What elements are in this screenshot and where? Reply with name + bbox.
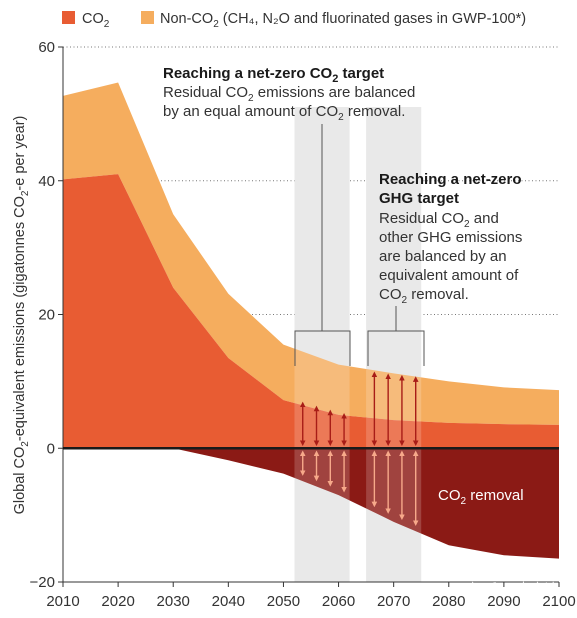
annotation-net-zero-ghg: Reaching a net-zero GHG target Residual …: [379, 171, 522, 306]
x-tick-label-0: 2010: [46, 593, 79, 610]
y-tick-label-0: 60: [38, 39, 55, 56]
annotation-net-zero-ghg-line-3: are balanced by an: [379, 248, 507, 265]
legend-swatch-co2: [62, 11, 75, 24]
y-tick-label-1: 40: [38, 173, 55, 190]
x-tick-label-5: 2060: [322, 593, 355, 610]
x-tick-label-7: 2080: [432, 593, 465, 610]
annotation-net-zero-ghg-line-5: CO2 removal.: [379, 286, 469, 306]
annotation-net-zero-ghg-line-2: other GHG emissions: [379, 229, 522, 246]
annotation-net-zero-co2: Reaching a net-zero CO2 target Residual …: [163, 65, 415, 123]
annotation-net-zero-ghg-line-4: equivalent amount of: [379, 267, 519, 284]
annotation-net-zero-ghg-line-1: Residual CO2 and: [379, 210, 499, 230]
x-tick-label-1: 2020: [101, 593, 134, 610]
x-tick-label-4: 2050: [267, 593, 300, 610]
annotation-net-zero-co2-line-2: by an equal amount of CO2 removal.: [163, 103, 405, 123]
annotation-net-zero-ghg-title-2: GHG target: [379, 190, 459, 207]
y-axis-label: Global CO2-equivalent emissions (gigaton…: [12, 116, 31, 515]
area-nonco2: [63, 82, 559, 425]
annotation-connectors: [294, 124, 425, 366]
x-tick-label-2: 2030: [157, 593, 190, 610]
legend-swatch-nonco2: [141, 11, 154, 24]
legend-label-co2: CO2: [82, 11, 110, 30]
removal-label: CO2 removal: [438, 487, 524, 507]
annotation-net-zero-co2-title: Reaching a net-zero CO2 target: [163, 65, 384, 85]
axes: [58, 46, 560, 587]
x-tick-label-3: 2040: [212, 593, 245, 610]
watermark: 知乎 @青木达: [470, 581, 558, 598]
x-tick-label-9: 2100: [542, 593, 575, 610]
annotation-net-zero-ghg-title-1: Reaching a net-zero: [379, 171, 522, 188]
legend: CO2 Non-CO2 (CH₄, N₂O and fluorinated ga…: [62, 11, 526, 30]
balance-arrows: [299, 371, 419, 526]
y-tick-label-3: 0: [47, 440, 55, 457]
x-tick-labels: 2010 2020 2030 2040 2050 2060 2070 2080 2090 2100: [46, 593, 575, 610]
annotation-net-zero-co2-line-1: Residual CO2 emissions are balanced: [163, 84, 415, 104]
area-co2-removal: [63, 448, 559, 559]
legend-label-nonco2: Non-CO2 (CH₄, N₂O and fluorinated gases …: [160, 11, 526, 30]
area-co2: [63, 174, 559, 449]
emission-areas: [63, 82, 559, 582]
x-tick-label-6: 2070: [377, 593, 410, 610]
y-tick-labels: 60 40 20 0 −20: [30, 39, 55, 591]
x-tick-label-8: 2090: [487, 593, 520, 610]
y-tick-label-2: 20: [38, 307, 55, 324]
y-tick-label-4: −20: [30, 574, 55, 591]
